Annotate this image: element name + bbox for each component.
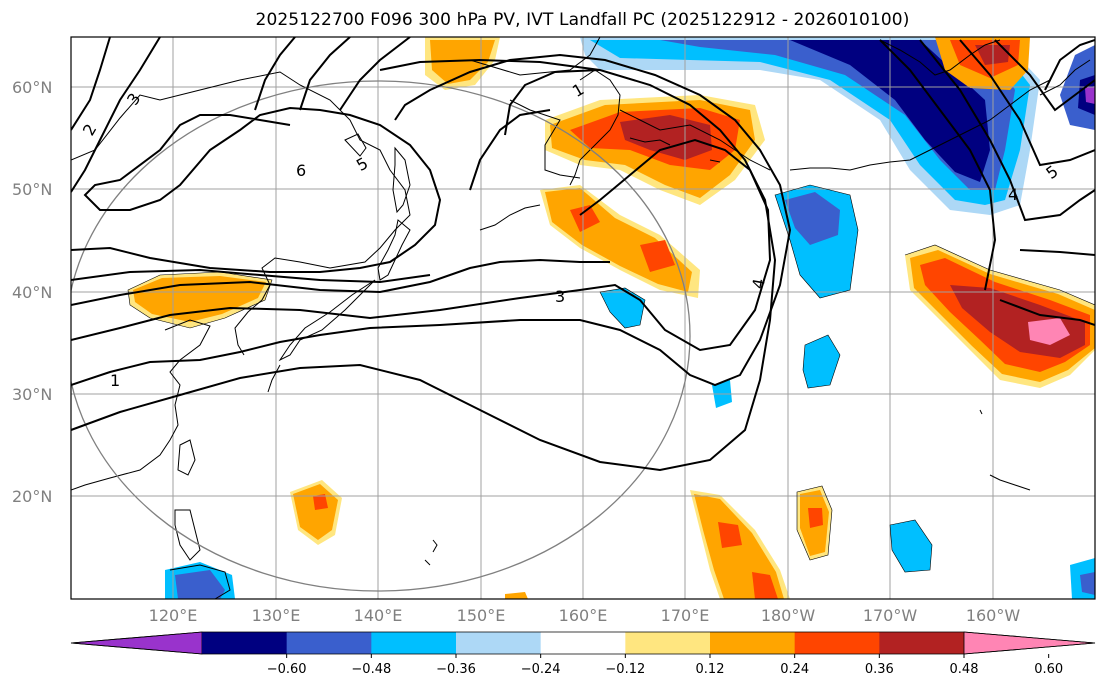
lat-label: 60°N bbox=[12, 78, 52, 97]
lon-label: 170°E bbox=[661, 606, 710, 625]
colorbar-tick-label: 0.60 bbox=[1034, 662, 1063, 677]
colorbar-tick-label: 0.36 bbox=[865, 662, 894, 677]
lon-label: 160°E bbox=[559, 606, 608, 625]
colorbar-outline bbox=[70, 631, 1096, 655]
contour-label: 4 bbox=[748, 277, 768, 290]
filled-anomaly-shading bbox=[128, 37, 1095, 599]
colorbar-segment bbox=[540, 632, 626, 654]
lon-label: 160°W bbox=[966, 606, 1021, 625]
longitude-labels: 120°E 130°E 140°E 150°E 160°E 170°E 180°… bbox=[149, 606, 1021, 625]
colorbar-extend-low bbox=[70, 631, 203, 655]
lon-label: 180°W bbox=[761, 606, 816, 625]
contour-label: 1 bbox=[110, 371, 120, 390]
colorbar-segment bbox=[794, 632, 880, 654]
contour-label: 3 bbox=[555, 287, 565, 306]
colorbar-segment bbox=[710, 632, 796, 654]
colorbar-tick-label: −0.60 bbox=[267, 662, 307, 677]
colorbar-tick-label: −0.12 bbox=[605, 662, 645, 677]
colorbar-segment bbox=[879, 632, 965, 654]
lon-label: 170°W bbox=[863, 606, 918, 625]
lat-label: 20°N bbox=[12, 487, 52, 506]
colorbar-segment bbox=[286, 632, 372, 654]
colorbar: −0.60 −0.48 −0.36 −0.24 −0.12 0.12 0.24 0.36 0.4… bbox=[70, 631, 1096, 677]
lat-label: 50°N bbox=[12, 180, 52, 199]
lon-label: 150°E bbox=[457, 606, 506, 625]
colorbar-tick-label: −0.36 bbox=[436, 662, 476, 677]
landfall-region-circle bbox=[71, 80, 691, 592]
colorbar-tick-label: −0.48 bbox=[351, 662, 391, 677]
colorbar-tick-label: 0.12 bbox=[696, 662, 725, 677]
map-title: 2025122700 F096 300 hPa PV, IVT Landfall… bbox=[255, 10, 910, 30]
colorbar-extend-high bbox=[963, 631, 1096, 655]
contour-label: 6 bbox=[296, 161, 306, 180]
colorbar-segment bbox=[371, 632, 457, 654]
colorbar-segment bbox=[625, 632, 711, 654]
latitude-labels: 60°N 50°N 40°N 30°N 20°N bbox=[12, 78, 52, 506]
contour-label: 4 bbox=[1008, 185, 1018, 204]
colorbar-segment bbox=[202, 632, 288, 654]
colorbar-tick-label: −0.24 bbox=[521, 662, 561, 677]
lon-label: 130°E bbox=[252, 606, 301, 625]
colorbar-tick-label: 0.48 bbox=[950, 662, 979, 677]
lat-label: 40°N bbox=[12, 283, 52, 302]
lon-label: 120°E bbox=[149, 606, 198, 625]
lon-label: 140°E bbox=[354, 606, 403, 625]
lat-label: 30°N bbox=[12, 385, 52, 404]
colorbar-tick-label: 0.24 bbox=[780, 662, 809, 677]
pv-contours bbox=[71, 37, 1095, 472]
coastlines bbox=[71, 37, 1091, 599]
colorbar-segment bbox=[456, 632, 542, 654]
map-frame bbox=[70, 36, 1096, 600]
